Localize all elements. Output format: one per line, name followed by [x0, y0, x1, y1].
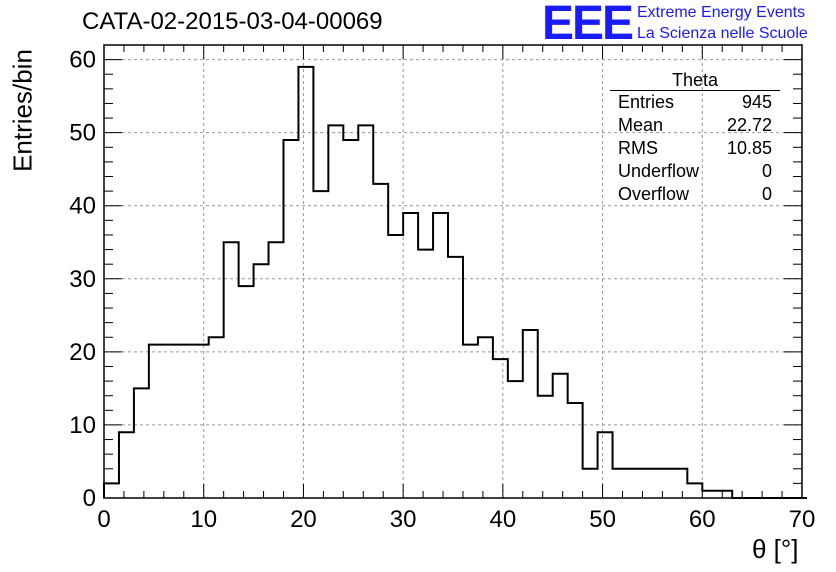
- stats-box: Theta Entries 945 Mean 22.72 RMS 10.85 U…: [610, 70, 780, 206]
- grid-lines: [104, 45, 802, 498]
- stats-label: Overflow: [618, 184, 690, 204]
- x-axis-label: θ [°]: [752, 534, 799, 564]
- stats-row-rms: RMS 10.85: [610, 137, 780, 160]
- x-tick-label: 20: [290, 506, 317, 533]
- logo-line-1: Extreme Energy Events: [637, 4, 806, 21]
- stats-label: Entries: [618, 92, 675, 112]
- stats-row-underflow: Underflow 0: [610, 160, 780, 183]
- stats-row-overflow: Overflow 0: [610, 183, 780, 206]
- tick-labels: 0 10 20 30 40 50 60 70 0 10 20 30 40 50 60: [69, 47, 815, 533]
- y-axis-label: Entries/bin: [7, 49, 38, 172]
- stats-label: Underflow: [618, 161, 700, 181]
- y-tick-label: 40: [69, 193, 96, 220]
- x-tick-label: 40: [490, 506, 517, 533]
- y-tick-label: 10: [69, 412, 96, 439]
- stats-row-mean: Mean 22.72: [610, 114, 780, 137]
- x-tick-label: 60: [689, 506, 716, 533]
- axes: [103, 44, 803, 499]
- stats-value: 0: [761, 161, 772, 181]
- x-tick-label: 10: [190, 506, 217, 533]
- eee-logo: EEE: [542, 0, 634, 50]
- x-tick-label: 70: [789, 506, 816, 533]
- logo-line-2: La Scienza nelle Scuole: [637, 25, 808, 42]
- stats-value: 945: [741, 92, 772, 112]
- stats-value: 22.72: [726, 115, 772, 135]
- x-tick-label: 30: [390, 506, 417, 533]
- stats-value: 0: [761, 184, 772, 204]
- axis-ticks: [103, 44, 803, 499]
- x-tick-label: 0: [97, 506, 110, 533]
- y-tick-label: 60: [69, 47, 96, 74]
- stats-value: 10.85: [726, 138, 772, 158]
- plot-frame: [103, 44, 803, 499]
- stats-label: RMS: [618, 138, 658, 158]
- stats-row-entries: Entries 945: [610, 91, 780, 114]
- stats-title: Theta: [610, 70, 780, 91]
- chart-title: CATA-02-2015-03-04-00069: [82, 8, 383, 35]
- y-tick-label: 0: [83, 485, 96, 512]
- y-tick-label: 30: [69, 266, 96, 293]
- x-tick-label: 50: [589, 506, 616, 533]
- stats-label: Mean: [618, 115, 664, 135]
- y-tick-label: 50: [69, 120, 96, 147]
- histogram-outline: [103, 65, 807, 499]
- y-tick-label: 20: [69, 339, 96, 366]
